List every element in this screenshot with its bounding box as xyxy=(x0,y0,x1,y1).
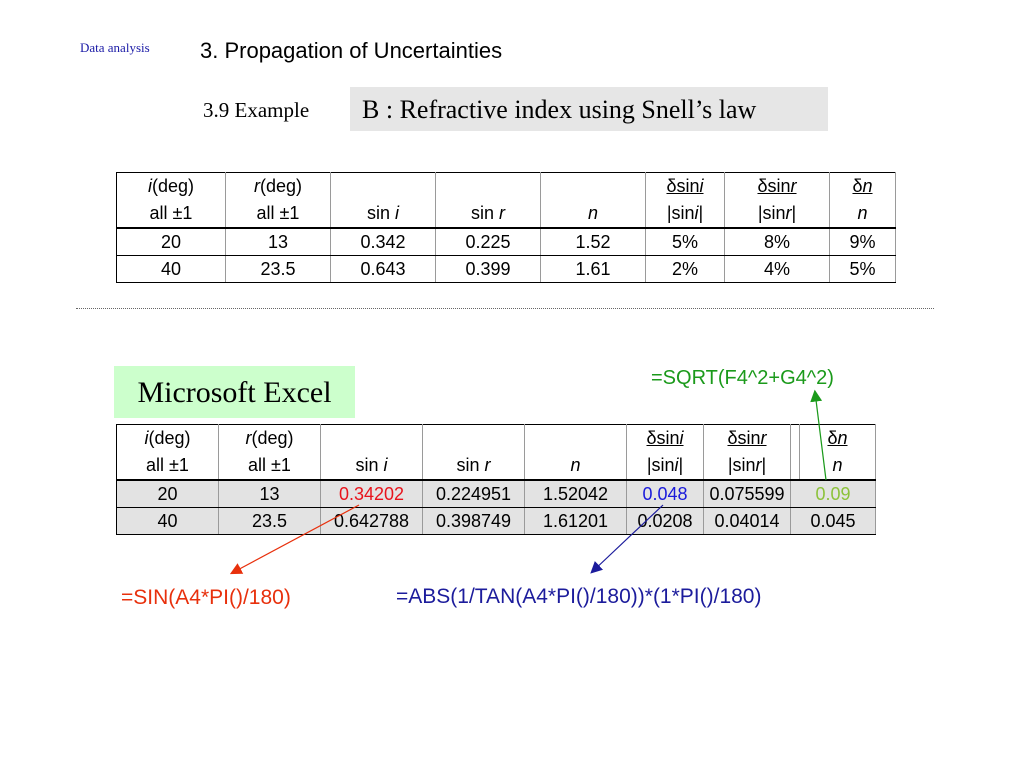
formula-sqrt: =SQRT(F4^2+G4^2) xyxy=(651,367,834,389)
cell: 2% xyxy=(645,255,725,283)
header-dsinr: δsinr |sinr| xyxy=(724,172,830,229)
table-row: 40 23.5 0.643 0.399 1.61 2% 4% 5% xyxy=(116,255,896,283)
header-i-deg: i(deg) all ±1 xyxy=(116,424,219,481)
header-sin-i: sin i xyxy=(320,424,423,481)
header-gap xyxy=(790,424,800,481)
formula-sin: =SIN(A4*PI()/180) xyxy=(121,586,291,609)
example-title-box: B : Refractive index using Snell’s law xyxy=(350,87,828,131)
header-i-deg: i(deg) all ±1 xyxy=(116,172,226,229)
cell: 9% xyxy=(829,228,896,256)
cell: 0.075599 xyxy=(703,480,791,508)
example-label: 3.9 Example xyxy=(203,98,310,122)
header-r-deg: r(deg) all ±1 xyxy=(225,172,331,229)
results-table: i(deg) all ±1 r(deg) all ±1 sin i sin r n … xyxy=(116,172,896,283)
cell: 0.642788 xyxy=(320,507,423,535)
cell: 0.342 xyxy=(330,228,436,256)
header-r-deg: r(deg) all ±1 xyxy=(218,424,321,481)
section-tag: Data analysis xyxy=(80,40,150,55)
cell: 13 xyxy=(225,228,331,256)
cell: 1.61 xyxy=(540,255,646,283)
cell: 23.5 xyxy=(225,255,331,283)
cell: 0.643 xyxy=(330,255,436,283)
cell: 13 xyxy=(218,480,321,508)
header-sin-r: sin r xyxy=(422,424,525,481)
cell: 1.52 xyxy=(540,228,646,256)
header-dsinr: δsinr |sinr| xyxy=(703,424,791,481)
header-dn: δn n xyxy=(829,172,896,229)
excel-label: Microsoft Excel xyxy=(114,366,355,418)
cell: 1.52042 xyxy=(524,480,627,508)
excel-table: i(deg) all ±1 r(deg) all ±1 sin i sin r n … xyxy=(116,424,876,535)
cell: 20 xyxy=(116,228,226,256)
cell-dn-highlight: 0.09 xyxy=(790,480,876,508)
arrow-abs xyxy=(590,504,664,574)
cell: 0.04014 xyxy=(703,507,791,535)
table-row: 20 13 0.342 0.225 1.52 5% 8% 9% xyxy=(116,228,896,256)
cell: 0.399 xyxy=(435,255,541,283)
table-row: 40 23.5 0.642788 0.398749 1.61201 0.0208… xyxy=(116,507,876,535)
arrow-sin xyxy=(229,504,360,575)
cell: 40 xyxy=(116,255,226,283)
cell-dsini-highlight: 0.048 xyxy=(626,480,704,508)
table-header-row: i(deg) all ±1 r(deg) all ±1 sin i sin r n … xyxy=(116,424,876,481)
cell: 0.0208 xyxy=(626,507,704,535)
cell: 20 xyxy=(116,480,219,508)
cell: 0.398749 xyxy=(422,507,525,535)
header-n: n xyxy=(540,172,646,229)
table-row: 20 13 0.34202 0.224951 1.52042 0.048 0.0… xyxy=(116,480,876,508)
cell: 0.224951 xyxy=(422,480,525,508)
cell: 0.225 xyxy=(435,228,541,256)
slide-title: 3. Propagation of Uncertainties xyxy=(200,38,503,63)
cell-sin-i-highlight: 0.34202 xyxy=(320,480,423,508)
cell: 1.61201 xyxy=(524,507,627,535)
header-sin-r: sin r xyxy=(435,172,541,229)
arrow-sqrt xyxy=(810,389,827,481)
header-dn: δn n xyxy=(799,424,876,481)
cell: 8% xyxy=(724,228,830,256)
header-sin-i: sin i xyxy=(330,172,436,229)
header-dsini: δsini |sini| xyxy=(645,172,725,229)
cell: 4% xyxy=(724,255,830,283)
example-title: B : Refractive index using Snell’s law xyxy=(362,95,757,124)
cell: 40 xyxy=(116,507,219,535)
cell: 23.5 xyxy=(218,507,321,535)
header-dsini: δsini |sini| xyxy=(626,424,704,481)
section-divider xyxy=(76,308,934,309)
cell: 0.045 xyxy=(790,507,876,535)
cell: 5% xyxy=(645,228,725,256)
header-n: n xyxy=(524,424,627,481)
formula-abs: =ABS(1/TAN(A4*PI()/180))*(1*PI()/180) xyxy=(396,585,762,608)
cell: 5% xyxy=(829,255,896,283)
table-header-row: i(deg) all ±1 r(deg) all ±1 sin i sin r n … xyxy=(116,172,896,229)
